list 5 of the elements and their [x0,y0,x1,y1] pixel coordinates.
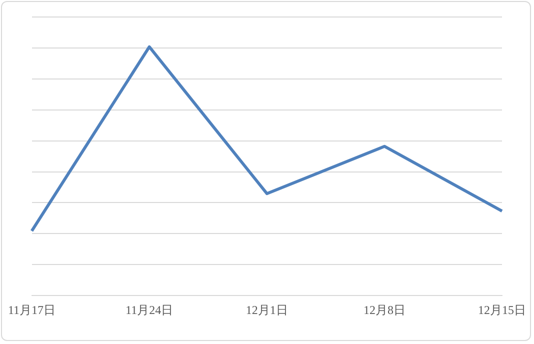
x-tick-label: 12月15日 [478,302,526,317]
x-tick-label: 11月24日 [126,302,174,317]
x-tick-label: 12月8日 [363,302,406,317]
x-tick-label: 12月1日 [246,302,288,317]
x-tick-label: 11月17日 [8,302,56,317]
